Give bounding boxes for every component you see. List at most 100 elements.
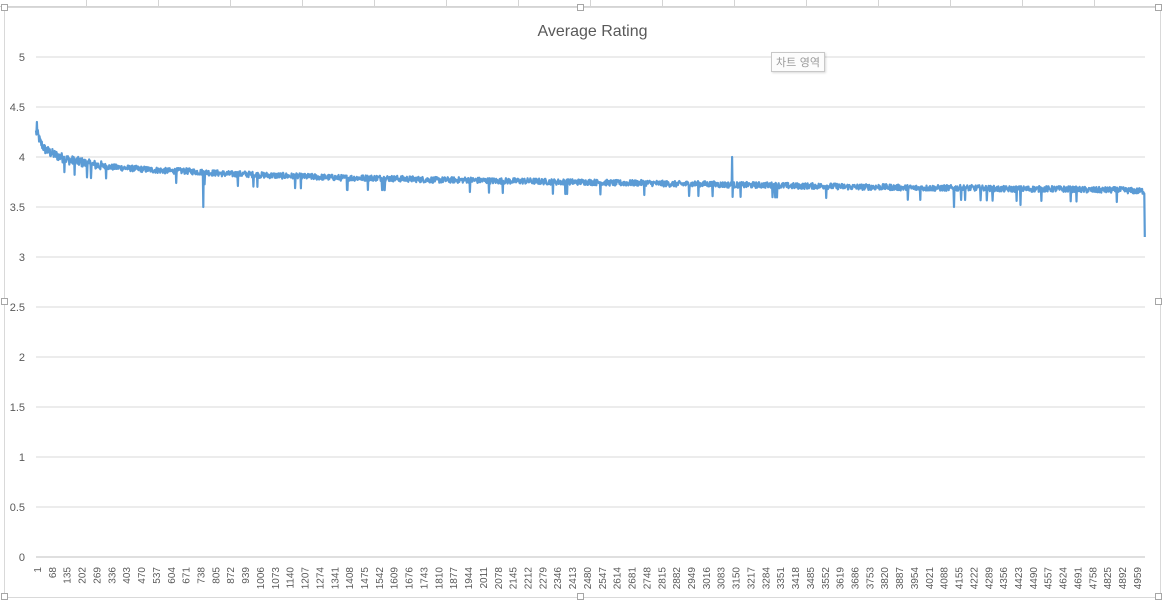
x-tick-label: 4691 [1073,567,1084,590]
x-tick-label: 3150 [732,567,743,590]
x-tick-label: 3217 [746,567,757,590]
y-tick-label: 1 [19,452,25,464]
x-tick-label: 4356 [999,567,1010,590]
x-tick-label: 68 [48,567,59,579]
x-tick-label: 3016 [702,567,713,590]
y-tick-label: 0 [19,552,25,564]
y-tick-label: 2 [19,352,25,364]
x-tick-label: 3954 [910,567,921,590]
x-tick-label: 1073 [271,567,282,590]
x-tick-label: 2681 [628,567,639,590]
x-tick-label: 1676 [405,567,416,590]
x-tick-label: 1140 [286,567,297,589]
x-tick-label: 3351 [776,567,787,590]
x-tick-label: 202 [78,567,89,584]
x-tick-label: 2346 [553,567,564,590]
x-tick-label: 4490 [1029,567,1040,590]
x-tick-label: 2078 [494,567,505,590]
x-tick-label: 4155 [955,567,966,590]
sheet-column-divider [950,0,951,6]
x-tick-label: 3820 [880,567,891,590]
resize-handle-bottom-left[interactable] [1,593,8,600]
x-tick-label: 3485 [806,567,817,590]
chart-area[interactable]: Average Rating 0 0.5 1 1.5 2 2.5 3 3.5 4 4.5 5 1 68 13… [4,7,1161,598]
sheet-column-divider [662,0,663,6]
sheet-column-divider [158,0,159,6]
x-tick-label: 4021 [925,567,936,590]
resize-handle-bottom-center[interactable] [577,593,584,600]
x-tick-label: 2212 [523,567,534,590]
x-tick-label: 805 [211,567,222,584]
x-tick-label: 4423 [1014,567,1025,590]
x-tick-label: 1743 [419,567,430,590]
x-tick-label: 4624 [1059,567,1070,590]
resize-handle-top-left[interactable] [1,4,8,11]
sheet-column-divider [302,0,303,6]
resize-handle-top-right[interactable] [1155,4,1162,11]
resize-handle-mid-left[interactable] [1,298,8,305]
x-tick-label: 1475 [360,567,371,590]
sheet-column-divider [878,0,879,6]
x-tick-label: 1408 [345,567,356,590]
x-tick-label: 738 [196,567,207,584]
y-tick-label: 1.5 [10,402,25,414]
x-tick-label: 4959 [1133,567,1144,590]
x-tick-label: 1 [33,567,44,573]
x-tick-label: 2279 [538,567,549,590]
x-tick-label: 403 [122,567,133,584]
x-tick-label: 4088 [940,567,951,590]
y-tick-label: 3 [19,252,25,264]
x-tick-label: 2882 [672,567,683,590]
x-tick-label: 3418 [791,567,802,590]
sheet-column-divider [590,0,591,6]
sheet-column-divider [1022,0,1023,6]
x-tick-label: 1542 [375,567,386,590]
x-tick-label: 1944 [464,567,475,590]
x-tick-label: 2011 [479,567,490,589]
x-tick-label: 3686 [850,567,861,590]
x-tick-label: 671 [182,567,193,584]
chart-title: Average Rating [538,23,648,40]
x-tick-label: 939 [241,567,252,584]
x-tick-label: 336 [107,567,118,584]
x-tick-label: 4892 [1118,567,1129,590]
resize-handle-bottom-right[interactable] [1155,593,1162,600]
y-tick-label: 3.5 [10,202,25,214]
sheet-column-divider [374,0,375,6]
x-tick-label: 3887 [895,567,906,590]
x-tick-label: 1006 [256,567,267,590]
x-tick-label: 2815 [657,567,668,590]
x-tick-label: 4222 [969,567,980,590]
x-tick-label: 135 [63,567,74,584]
x-tick-label: 2748 [642,567,653,590]
y-tick-label: 4.5 [10,102,25,114]
y-tick-label: 2.5 [10,302,25,314]
x-tick-label: 2547 [598,567,609,590]
resize-handle-mid-right[interactable] [1155,298,1162,305]
y-tick-label: 5 [19,52,25,64]
x-tick-label: 3552 [821,567,832,590]
y-tick-label: 4 [19,152,25,164]
sheet-column-divider [446,0,447,6]
line-chart: Average Rating 0 0.5 1 1.5 2 2.5 3 3.5 4 4.5 5 1 68 13… [10,23,1146,590]
resize-handle-top-center[interactable] [577,4,584,11]
x-tick-label: 470 [137,567,148,584]
x-tick-label: 2949 [687,567,698,590]
x-tick-label: 2480 [583,567,594,590]
chart-area-tooltip: 차트 영역 [771,52,825,72]
x-tick-label: 2145 [509,567,520,590]
sheet-column-divider [806,0,807,6]
x-tick-label: 2413 [568,567,579,590]
x-tick-label: 4557 [1044,567,1055,590]
x-tick-label: 4758 [1088,567,1099,590]
sheet-column-divider [86,0,87,6]
x-tick-label: 1877 [449,567,460,590]
x-tick-label: 4825 [1103,567,1114,590]
sheet-column-divider [230,0,231,6]
sheet-column-divider [1094,0,1095,6]
x-tick-label: 3083 [717,567,728,590]
x-tick-label: 269 [92,567,103,584]
x-tick-label: 2614 [613,567,624,590]
x-tick-label: 4289 [984,567,995,590]
y-tick-label: 0.5 [10,502,25,514]
